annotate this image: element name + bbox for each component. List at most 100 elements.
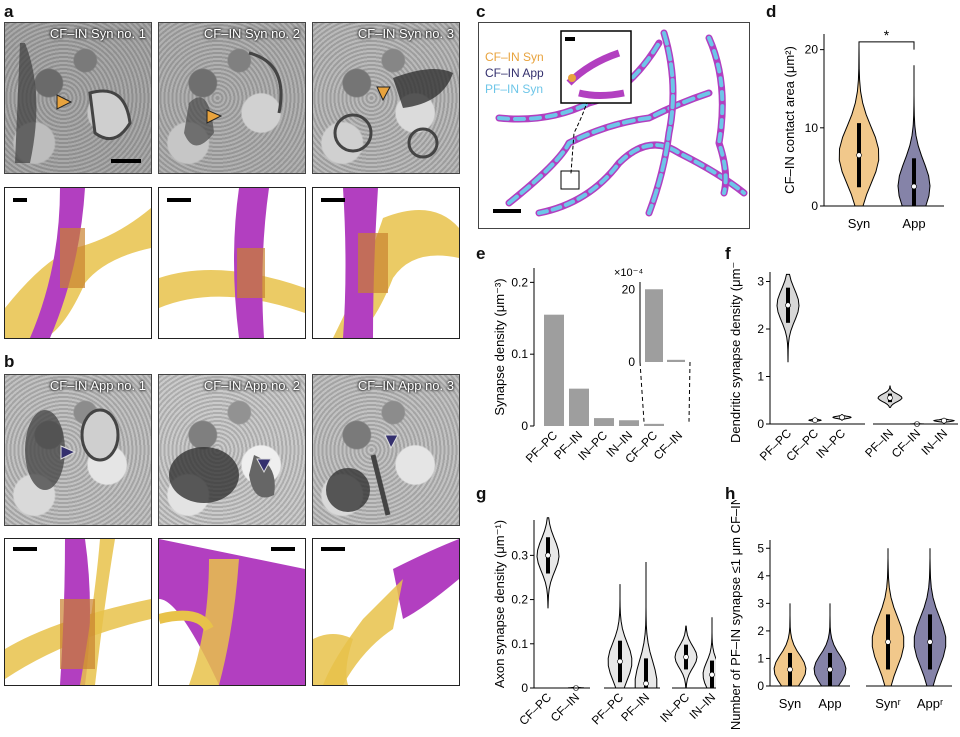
- legend-pf-in-syn: PF–IN Syn: [485, 82, 544, 96]
- em-image: CF–IN Syn no. 2: [158, 22, 306, 174]
- x-tick-label: Syn: [779, 696, 801, 711]
- median-point: [709, 671, 715, 678]
- violin: [702, 617, 716, 689]
- y-tick-label: 3: [757, 275, 764, 289]
- em-image: CF–IN App no. 2: [158, 374, 306, 526]
- x-tick-label: Synʳ: [875, 696, 901, 711]
- x-tick-label: PF–IN: [862, 426, 896, 460]
- median-point: [885, 639, 891, 645]
- x-tick-label: Appʳ: [917, 696, 943, 711]
- x-tick-label: IN–PC: [575, 428, 610, 463]
- panel-h-label: h: [725, 484, 736, 503]
- em-image: CF–IN App no. 3: [312, 374, 460, 526]
- violin: [773, 603, 807, 687]
- reconstruction-image: [4, 538, 152, 686]
- median-point: [787, 666, 793, 673]
- y-tick-label: 2: [757, 322, 764, 336]
- x-tick-label: PF–IN: [618, 690, 652, 724]
- x-tick-label: CF–IN: [651, 428, 685, 462]
- y-tick-label: 0: [757, 417, 764, 431]
- em-caption: CF–IN App no. 3: [357, 378, 454, 393]
- median-point: [785, 302, 791, 309]
- panel-c-label: c: [476, 2, 486, 21]
- x-tick-label: CF–PC: [516, 690, 554, 728]
- panel-b-label: b: [4, 352, 15, 371]
- x-tick-label: CF–IN: [548, 690, 582, 724]
- x-tick-label: PF–PC: [523, 428, 560, 465]
- y-tick-label: 0: [811, 199, 818, 213]
- legend-cf-in-app: CF–IN App: [485, 66, 544, 80]
- inset-bar: [645, 289, 663, 362]
- y-axis-label: Synapse density (μm⁻³): [492, 278, 507, 415]
- panel-a-label: a: [4, 2, 14, 21]
- y-axis-label: Dendritic synapse density (μm⁻¹): [728, 262, 743, 443]
- y-tick-label: 2: [757, 624, 764, 638]
- y-tick-label: 0.1: [511, 347, 528, 361]
- reconstruction-image: [312, 187, 460, 339]
- y-tick-label: 0.3: [511, 548, 528, 562]
- inset-y-tick-label: 0: [628, 355, 635, 369]
- y-tick-label: 20: [805, 43, 819, 57]
- x-tick-label: IN–PC: [657, 690, 692, 725]
- em-caption: CF–IN App no. 1: [49, 378, 146, 393]
- em-image: CF–IN Syn no. 3: [312, 22, 460, 174]
- median-point: [545, 552, 551, 559]
- panel-d-label: d: [766, 2, 777, 21]
- inset-connector: [688, 361, 691, 422]
- em-caption: CF–IN Syn no. 2: [203, 26, 300, 41]
- y-tick-label: 5: [757, 541, 764, 555]
- y-tick-label: 4: [757, 569, 764, 583]
- median-point: [941, 417, 947, 424]
- bar: [619, 420, 639, 426]
- x-tick-label: Syn: [848, 216, 870, 231]
- em-caption: CF–IN Syn no. 3: [357, 26, 454, 41]
- y-tick-label: 0: [521, 681, 528, 695]
- y-tick-label: 3: [757, 596, 764, 610]
- legend-cf-in-syn: CF–IN Syn: [485, 50, 544, 64]
- chart-h: 0 1 2 3 4 5 Number of PF–IN synapse ≤1 μm CF–I…: [728, 500, 952, 730]
- inset-connector: [639, 361, 645, 422]
- median-point: [911, 183, 917, 190]
- bar: [594, 418, 614, 426]
- reconstruction-image: [158, 538, 306, 686]
- median-point: [812, 417, 818, 423]
- x-tick-label: IN–IN: [919, 426, 951, 458]
- chart-d: 0 10 20 CF–IN contact area (μm²) Syn App *: [782, 27, 944, 231]
- y-tick-label: 0.2: [511, 593, 528, 607]
- bar: [644, 423, 664, 426]
- violin-app: [897, 65, 931, 207]
- median-point: [617, 658, 623, 665]
- y-axis-label: Number of PF–IN synapse ≤1 μm CF–IN: [728, 500, 743, 730]
- inset-bar: [667, 359, 685, 362]
- x-tick-label: App: [902, 216, 925, 231]
- y-tick-label: 10: [805, 121, 819, 135]
- y-tick-label: 1: [757, 370, 764, 384]
- median-point: [887, 395, 893, 401]
- panel-e-label: e: [476, 244, 486, 263]
- panel-f-label: f: [725, 244, 731, 263]
- y-tick-label: 0.2: [511, 275, 528, 289]
- reconstruction-image: [312, 538, 460, 686]
- x-tick-label: CF–IN: [889, 426, 923, 460]
- median-point: [927, 639, 933, 645]
- median-point: [827, 666, 833, 673]
- x-tick-label: App: [818, 696, 841, 711]
- x-tick-label: IN–PC: [813, 426, 848, 461]
- y-tick-label: 0.1: [511, 637, 528, 651]
- violin: [607, 584, 633, 689]
- y-axis-label: CF–IN contact area (μm²): [782, 46, 797, 194]
- significance-bracket: [858, 41, 915, 50]
- x-tick-label: PF–PC: [589, 690, 626, 727]
- reconstruction-image: [4, 187, 152, 339]
- em-image: CF–IN Syn no. 1: [4, 22, 152, 174]
- y-tick-label: 1: [757, 651, 764, 665]
- y-tick-label: 0: [757, 679, 764, 693]
- median-point: [643, 680, 649, 687]
- skeleton-image: CF–IN Syn CF–IN App PF–IN Syn: [478, 22, 750, 229]
- inset-scale-label: ×10⁻⁴: [614, 267, 643, 279]
- median-point: [683, 654, 689, 660]
- em-caption: CF–IN Syn no. 1: [49, 26, 146, 41]
- em-caption: CF–IN App no. 2: [203, 378, 300, 393]
